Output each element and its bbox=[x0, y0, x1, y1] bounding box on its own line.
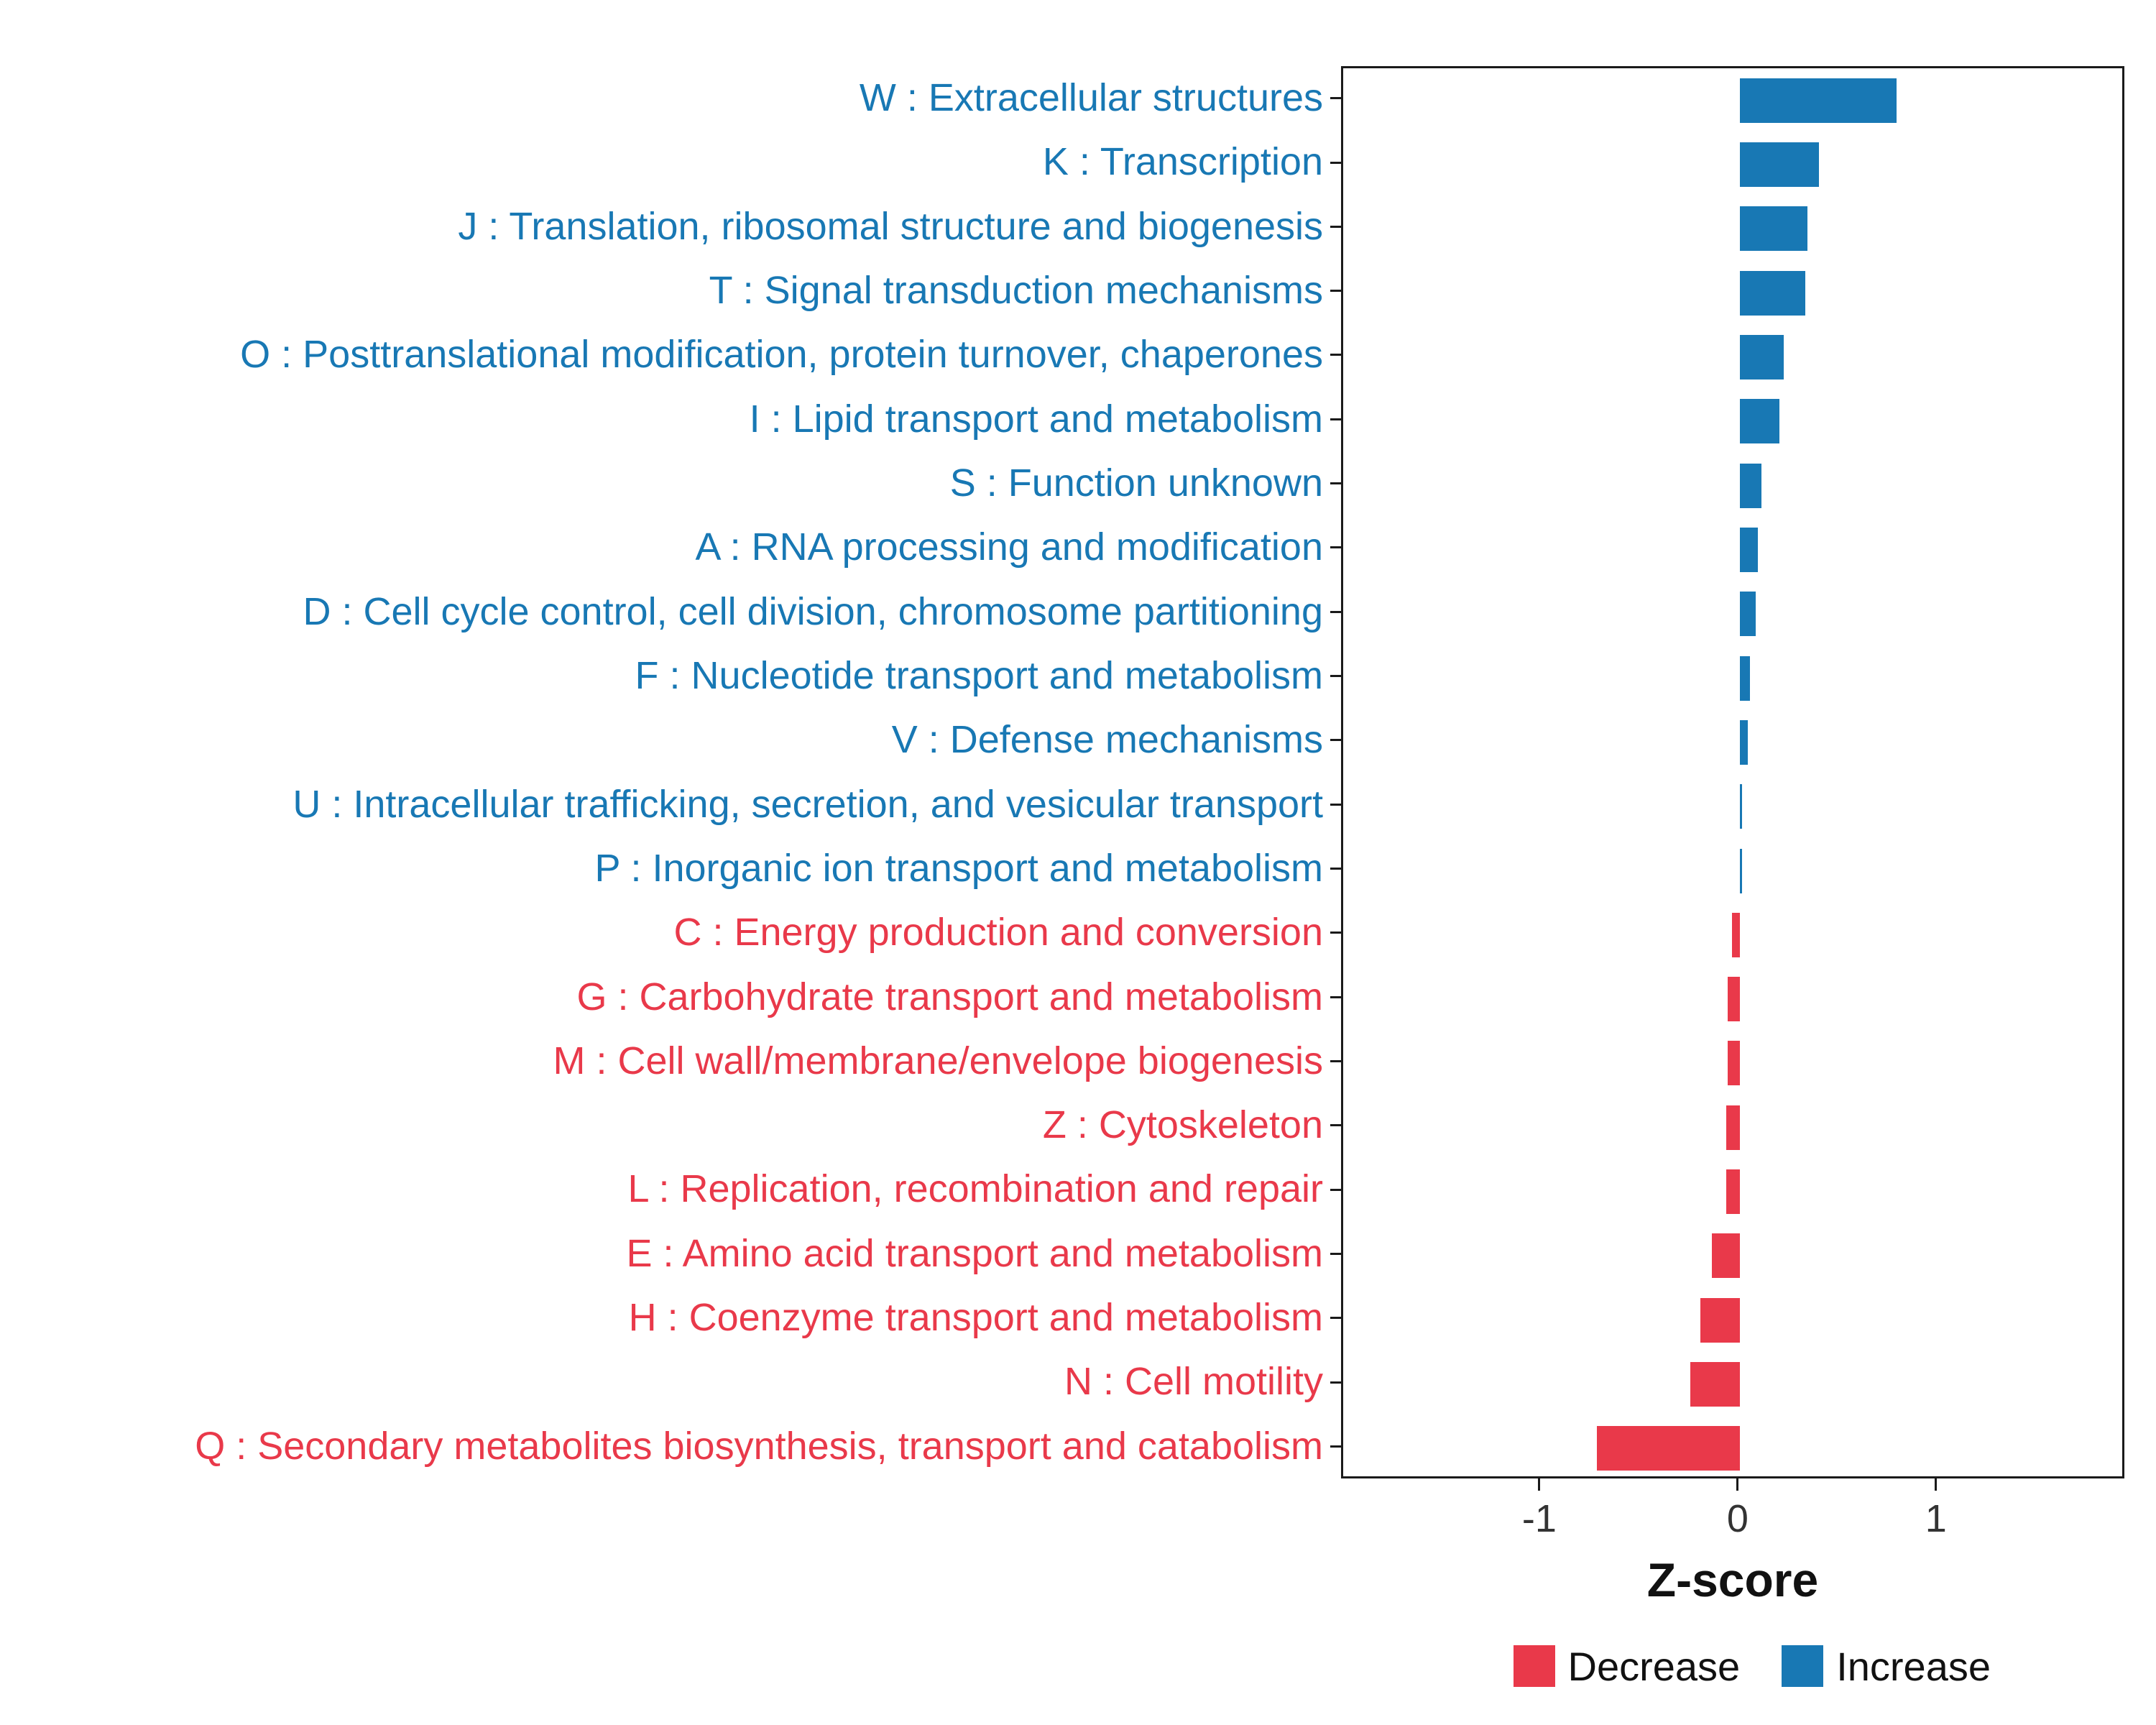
y-tick-T bbox=[1330, 290, 1341, 293]
bar-W bbox=[1739, 78, 1897, 123]
y-tick-W bbox=[1330, 97, 1341, 100]
bar-L bbox=[1726, 1169, 1740, 1215]
category-label-D: D : Cell cycle control, cell division, c… bbox=[303, 589, 1323, 633]
category-label-T: T : Signal transduction mechanisms bbox=[709, 269, 1323, 312]
category-label-P: P : Inorganic ion transport and metaboli… bbox=[594, 846, 1323, 890]
legend-item-decrease: Decrease bbox=[1513, 1643, 1741, 1690]
y-tick-S bbox=[1330, 482, 1341, 485]
category-label-L: L : Replication, recombination and repai… bbox=[627, 1167, 1323, 1211]
bar-D bbox=[1739, 592, 1756, 637]
legend-item-increase: Increase bbox=[1782, 1643, 1991, 1690]
category-label-U: U : Intracellular trafficking, secretion… bbox=[292, 782, 1323, 826]
category-label-C: C : Energy production and conversion bbox=[673, 911, 1323, 954]
y-tick-N bbox=[1330, 1381, 1341, 1384]
category-label-N: N : Cell motility bbox=[1064, 1360, 1323, 1404]
category-label-W: W : Extracellular structures bbox=[859, 76, 1323, 119]
category-label-I: I : Lipid transport and metabolism bbox=[749, 397, 1323, 441]
bar-N bbox=[1690, 1362, 1740, 1407]
y-tick-G bbox=[1330, 995, 1341, 998]
y-tick-H bbox=[1330, 1317, 1341, 1320]
bar-C bbox=[1731, 912, 1740, 957]
category-label-A: A : RNA processing and modification bbox=[695, 525, 1323, 569]
y-tick-D bbox=[1330, 610, 1341, 613]
category-label-M: M : Cell wall/membrane/envelope biogenes… bbox=[553, 1039, 1323, 1082]
category-label-F: F : Nucleotide transport and metabolism bbox=[635, 653, 1323, 697]
y-tick-Z bbox=[1330, 1124, 1341, 1127]
y-tick-F bbox=[1330, 675, 1341, 677]
category-label-S: S : Function unknown bbox=[949, 461, 1323, 505]
category-label-V: V : Defense mechanisms bbox=[891, 718, 1323, 762]
x-tick-label-0: 0 bbox=[1726, 1497, 1749, 1540]
y-tick-A bbox=[1330, 546, 1341, 549]
x-tick-label-1: 1 bbox=[1925, 1497, 1947, 1540]
category-label-O: O : Posttranslational modification, prot… bbox=[240, 333, 1323, 377]
x-tick-mark--1 bbox=[1538, 1478, 1541, 1491]
bar-U bbox=[1739, 784, 1742, 829]
y-tick-M bbox=[1330, 1059, 1341, 1062]
y-tick-E bbox=[1330, 1252, 1341, 1255]
category-label-E: E : Amino acid transport and metabolism bbox=[626, 1231, 1323, 1275]
bar-K bbox=[1739, 142, 1820, 187]
bar-J bbox=[1739, 206, 1807, 252]
increase-swatch bbox=[1782, 1645, 1824, 1687]
x-tick-mark-0 bbox=[1736, 1478, 1739, 1491]
y-tick-O bbox=[1330, 354, 1341, 356]
category-label-G: G : Carbohydrate transport and metabolis… bbox=[576, 975, 1324, 1018]
bar-V bbox=[1739, 719, 1748, 765]
legend: Decrease Increase bbox=[1513, 1640, 1991, 1692]
bar-Z bbox=[1726, 1105, 1740, 1150]
bar-F bbox=[1739, 656, 1750, 701]
category-label-Z: Z : Cytoskeleton bbox=[1042, 1103, 1323, 1147]
category-label-K: K : Transcription bbox=[1042, 140, 1323, 184]
bar-I bbox=[1739, 399, 1780, 444]
y-tick-V bbox=[1330, 739, 1341, 742]
y-tick-I bbox=[1330, 418, 1341, 420]
legend-label-increase: Increase bbox=[1836, 1643, 1991, 1689]
legend-label-decrease: Decrease bbox=[1567, 1643, 1741, 1689]
y-tick-Q bbox=[1330, 1445, 1341, 1448]
x-axis-title: Z-score bbox=[1646, 1553, 1819, 1606]
bar-P bbox=[1739, 848, 1742, 893]
decrease-swatch bbox=[1513, 1645, 1555, 1687]
y-tick-U bbox=[1330, 803, 1341, 806]
bar-S bbox=[1739, 463, 1762, 508]
bar-G bbox=[1728, 977, 1740, 1022]
bar-O bbox=[1739, 334, 1784, 380]
category-label-H: H : Coenzyme transport and metabolism bbox=[628, 1296, 1323, 1339]
bar-A bbox=[1739, 527, 1758, 572]
category-label-Q: Q : Secondary metabolites biosynthesis, … bbox=[195, 1424, 1323, 1468]
category-label-J: J : Translation, ribosomal structure and… bbox=[458, 204, 1323, 248]
x-tick-mark-1 bbox=[1935, 1478, 1938, 1491]
bar-Q bbox=[1597, 1426, 1740, 1471]
y-tick-K bbox=[1330, 161, 1341, 164]
bar-H bbox=[1700, 1297, 1740, 1343]
y-tick-C bbox=[1330, 932, 1341, 934]
y-tick-P bbox=[1330, 868, 1341, 870]
bar-T bbox=[1739, 270, 1805, 316]
bar-E bbox=[1712, 1233, 1740, 1279]
bar-M bbox=[1728, 1041, 1740, 1086]
y-tick-J bbox=[1330, 225, 1341, 228]
x-tick-label--1: -1 bbox=[1521, 1497, 1557, 1540]
y-tick-L bbox=[1330, 1188, 1341, 1191]
plot-panel bbox=[1341, 66, 2124, 1478]
